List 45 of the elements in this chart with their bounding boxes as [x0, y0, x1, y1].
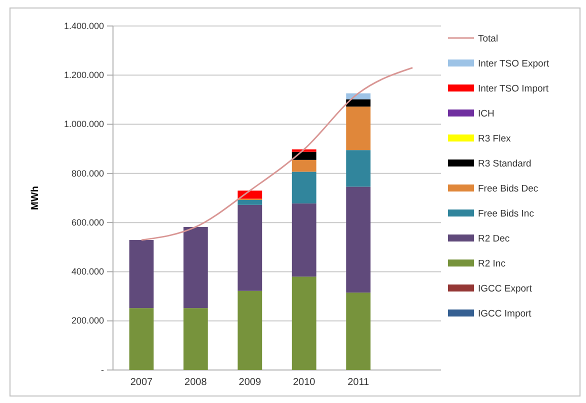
line-series — [140, 67, 414, 241]
bar — [183, 226, 208, 308]
y-tick-label: 600.000 — [71, 217, 104, 228]
legend-label: R2 Dec — [478, 234, 510, 244]
x-tick-label: 2010 — [292, 377, 316, 388]
legend-label: IGCC Export — [478, 284, 532, 294]
legend-label: Inter TSO Export — [478, 58, 550, 70]
x-tick-label: 2007 — [130, 377, 154, 388]
legend-label: Inter TSO Import — [478, 84, 549, 94]
bar — [346, 292, 371, 370]
bar — [238, 290, 262, 370]
legend-label: ICH — [478, 108, 494, 120]
bar — [292, 149, 316, 152]
bar — [292, 203, 316, 277]
y-axis-title: MWh — [30, 186, 41, 210]
legend-label: R3 Standard — [478, 158, 532, 170]
x-tick-label: 2008 — [184, 377, 208, 388]
bar — [292, 152, 316, 160]
legend-label: Free Bids Inc — [478, 208, 534, 220]
bar — [292, 276, 316, 370]
legend-label: R2 Inc — [478, 258, 506, 270]
bar — [346, 186, 371, 293]
bar — [292, 160, 316, 172]
bar — [346, 150, 371, 187]
legend-label: Total — [478, 34, 498, 44]
y-tick-label: - — [101, 364, 104, 375]
bar — [346, 99, 371, 107]
y-tick-label: 1.400.000 — [64, 20, 104, 31]
y-tick-label: 1.000.000 — [64, 119, 104, 130]
y-tick-label: 1.200.000 — [64, 70, 104, 80]
legend-label: R3 Flex — [478, 134, 511, 144]
legend-label: Free Bids Dec — [478, 184, 538, 194]
y-tick-label: 400.000 — [71, 266, 104, 277]
x-tick-label: 2011 — [348, 377, 370, 388]
bar — [129, 308, 154, 370]
x-tick-label: 2009 — [238, 377, 262, 388]
bar — [292, 172, 316, 204]
y-tick-label: 800.000 — [71, 168, 104, 178]
bar — [238, 200, 262, 205]
bar — [183, 308, 208, 370]
legend-label: IGCC Import — [478, 308, 532, 320]
bar — [238, 204, 262, 291]
bar — [129, 240, 154, 308]
y-tick-label: 200.000 — [71, 316, 104, 326]
bar — [346, 106, 371, 150]
